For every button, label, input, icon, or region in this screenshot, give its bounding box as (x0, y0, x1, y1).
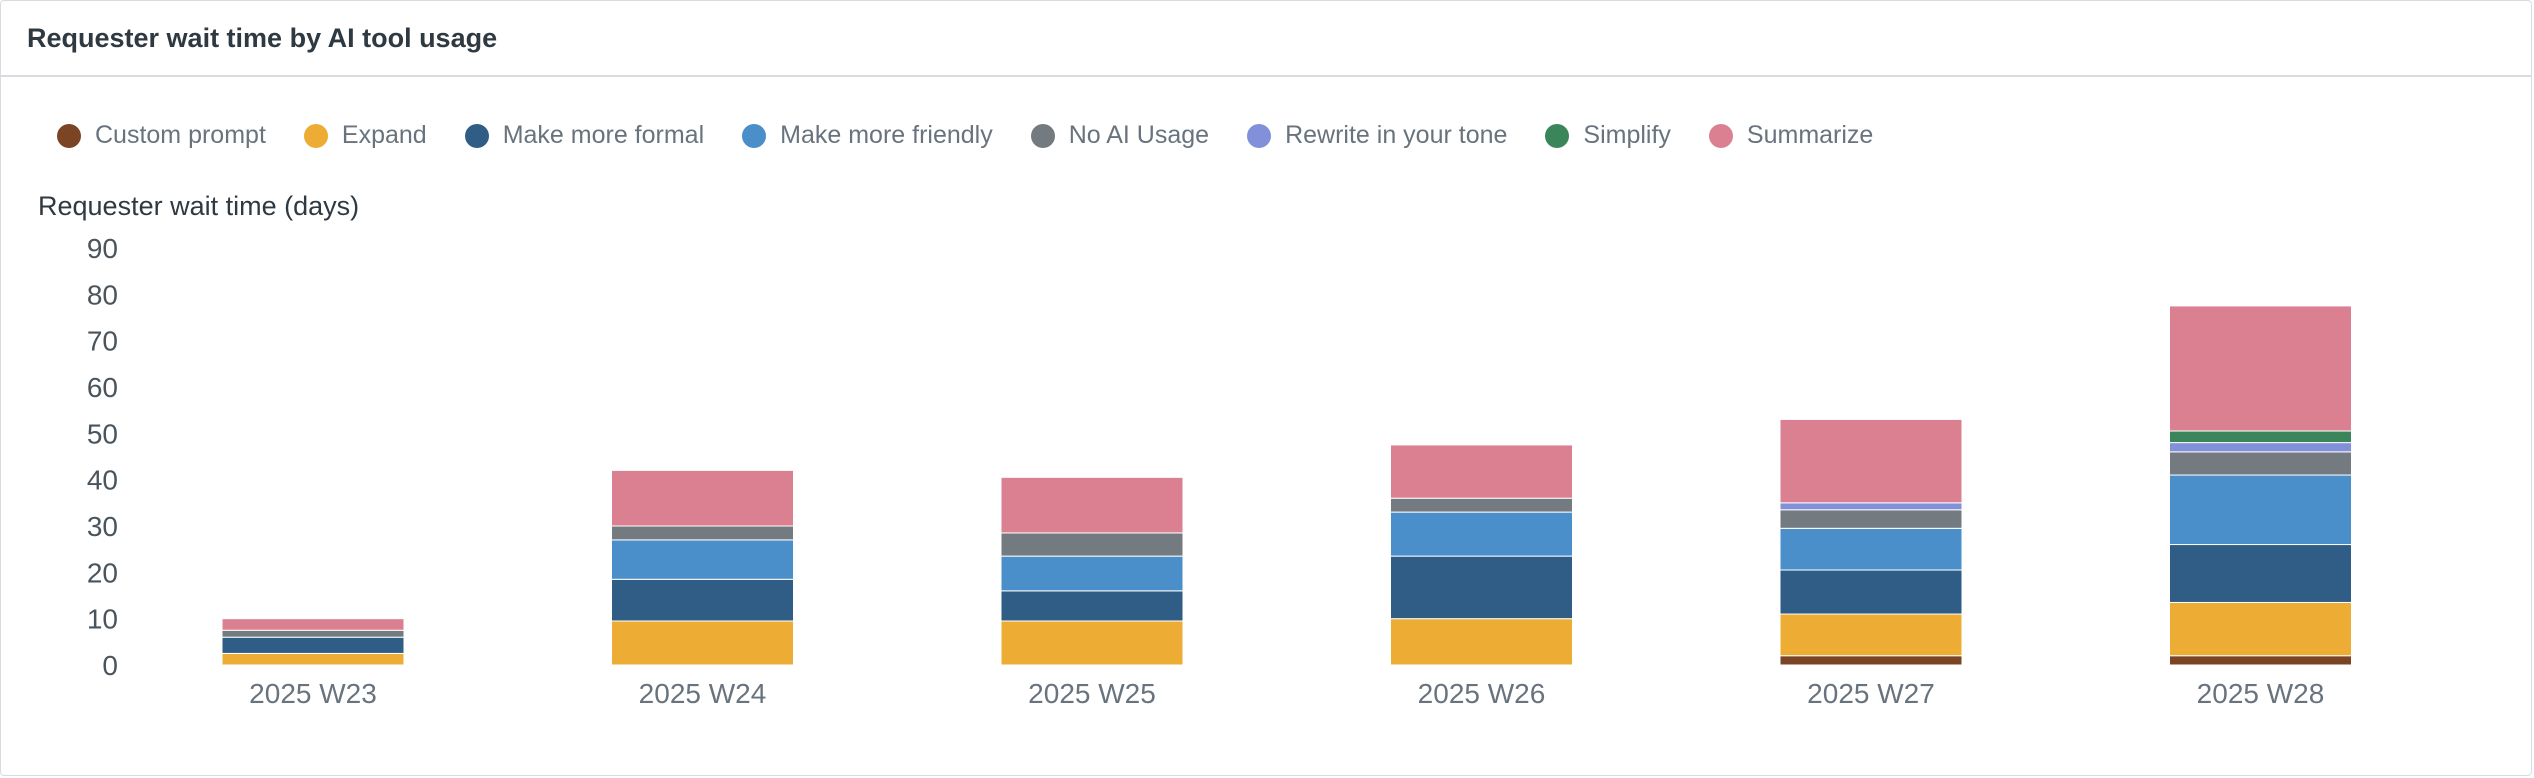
legend-label: Expand (341, 121, 427, 149)
legend-swatch (303, 123, 328, 148)
card-header: Requester wait time by AI tool usage (1, 1, 2531, 77)
legend-swatch (742, 123, 767, 148)
bar-segment[interactable] (2169, 474, 2352, 546)
legend-label: No AI Usage (1068, 121, 1210, 149)
legend-label: Rewrite in your tone (1285, 121, 1508, 149)
x-tick-label: 2025 W23 (249, 678, 377, 709)
legend-item[interactable]: Custom prompt (57, 121, 266, 150)
x-tick-label: 2025 W26 (1418, 678, 1546, 709)
legend-item[interactable]: Summarize (1708, 121, 1874, 150)
x-tick-label: 2025 W27 (1807, 678, 1935, 709)
bar-segment[interactable] (2169, 442, 2352, 453)
bar-segment[interactable] (1390, 444, 1573, 499)
legend-label: Simplify (1583, 121, 1671, 149)
bar-segment[interactable] (1779, 613, 1963, 657)
y-axis-label: Requester wait time (days) (38, 191, 360, 221)
bar-segment[interactable] (1390, 618, 1573, 666)
legend-item[interactable]: Simplify (1545, 121, 1671, 150)
legend-item[interactable]: No AI Usage (1030, 121, 1210, 150)
legend-label: Make more friendly (780, 121, 993, 149)
legend-item[interactable]: Expand (303, 121, 427, 150)
bar-segment[interactable] (1779, 502, 1963, 511)
bar-segment[interactable] (1779, 569, 1963, 615)
legend-item[interactable]: Rewrite in your tone (1247, 121, 1507, 150)
bar-segment[interactable] (1779, 655, 1963, 666)
card-title: Requester wait time by AI tool usage (27, 22, 498, 53)
legend-label: Summarize (1746, 121, 1874, 149)
legend-swatch (1545, 123, 1570, 148)
legend-item[interactable]: Make more formal (464, 121, 705, 150)
bar-segment[interactable] (1390, 511, 1573, 557)
bar-segment[interactable] (221, 629, 405, 638)
legend-label: Make more formal (502, 121, 705, 149)
y-tick-label: 90 (87, 233, 118, 264)
bar-segment[interactable] (2169, 430, 2352, 444)
legend-swatch (1708, 123, 1733, 148)
legend-item[interactable]: Make more friendly (742, 121, 993, 150)
bar-segment[interactable] (611, 525, 794, 541)
y-tick-label: 30 (87, 511, 118, 542)
legend-swatch (57, 123, 81, 148)
bar-segment[interactable] (1000, 476, 1184, 534)
y-tick-label: 80 (87, 279, 118, 310)
x-tick-label: 2025 W24 (639, 678, 767, 709)
bar-segment[interactable] (2169, 655, 2352, 666)
bar-segment[interactable] (611, 620, 794, 666)
legend-swatch (1030, 123, 1055, 148)
bar-segment[interactable] (1000, 620, 1184, 666)
bar-segment[interactable] (611, 469, 794, 527)
bar-segment[interactable] (1000, 555, 1184, 592)
bar-segment[interactable] (611, 578, 794, 622)
legend-swatch (464, 123, 489, 148)
bar-segment[interactable] (221, 652, 405, 666)
bar-segment[interactable] (1000, 532, 1184, 557)
bar-segment[interactable] (2169, 544, 2352, 603)
bar-segment[interactable] (1000, 590, 1184, 622)
y-tick-label: 10 (87, 604, 118, 635)
x-tick-label: 2025 W28 (2197, 678, 2325, 709)
bar-segment[interactable] (221, 636, 405, 654)
bar-segment[interactable] (611, 539, 794, 580)
bar-segment[interactable] (221, 618, 405, 631)
bar-segment[interactable] (2169, 451, 2352, 476)
bar-segment[interactable] (1390, 555, 1573, 620)
bar-segment[interactable] (1390, 497, 1573, 513)
y-tick-label: 70 (87, 326, 118, 357)
chart-legend: Custom prompt Expand Make more formal Make … (57, 121, 1911, 150)
bar-segment[interactable] (1779, 509, 1963, 529)
x-tick-label: 2025 W25 (1028, 678, 1156, 709)
legend-swatch (1247, 123, 1272, 148)
bar-segment[interactable] (2169, 305, 2352, 432)
legend-label: Custom prompt (95, 121, 266, 149)
bar-segment[interactable] (1779, 527, 1963, 571)
bar-segment[interactable] (2169, 601, 2352, 657)
bar-segment[interactable] (1779, 418, 1963, 504)
y-tick-label: 60 (87, 372, 118, 403)
y-tick-label: 50 (87, 418, 118, 449)
y-tick-label: 40 (87, 465, 118, 496)
y-tick-label: 0 (102, 650, 118, 681)
y-tick-label: 20 (87, 557, 118, 588)
